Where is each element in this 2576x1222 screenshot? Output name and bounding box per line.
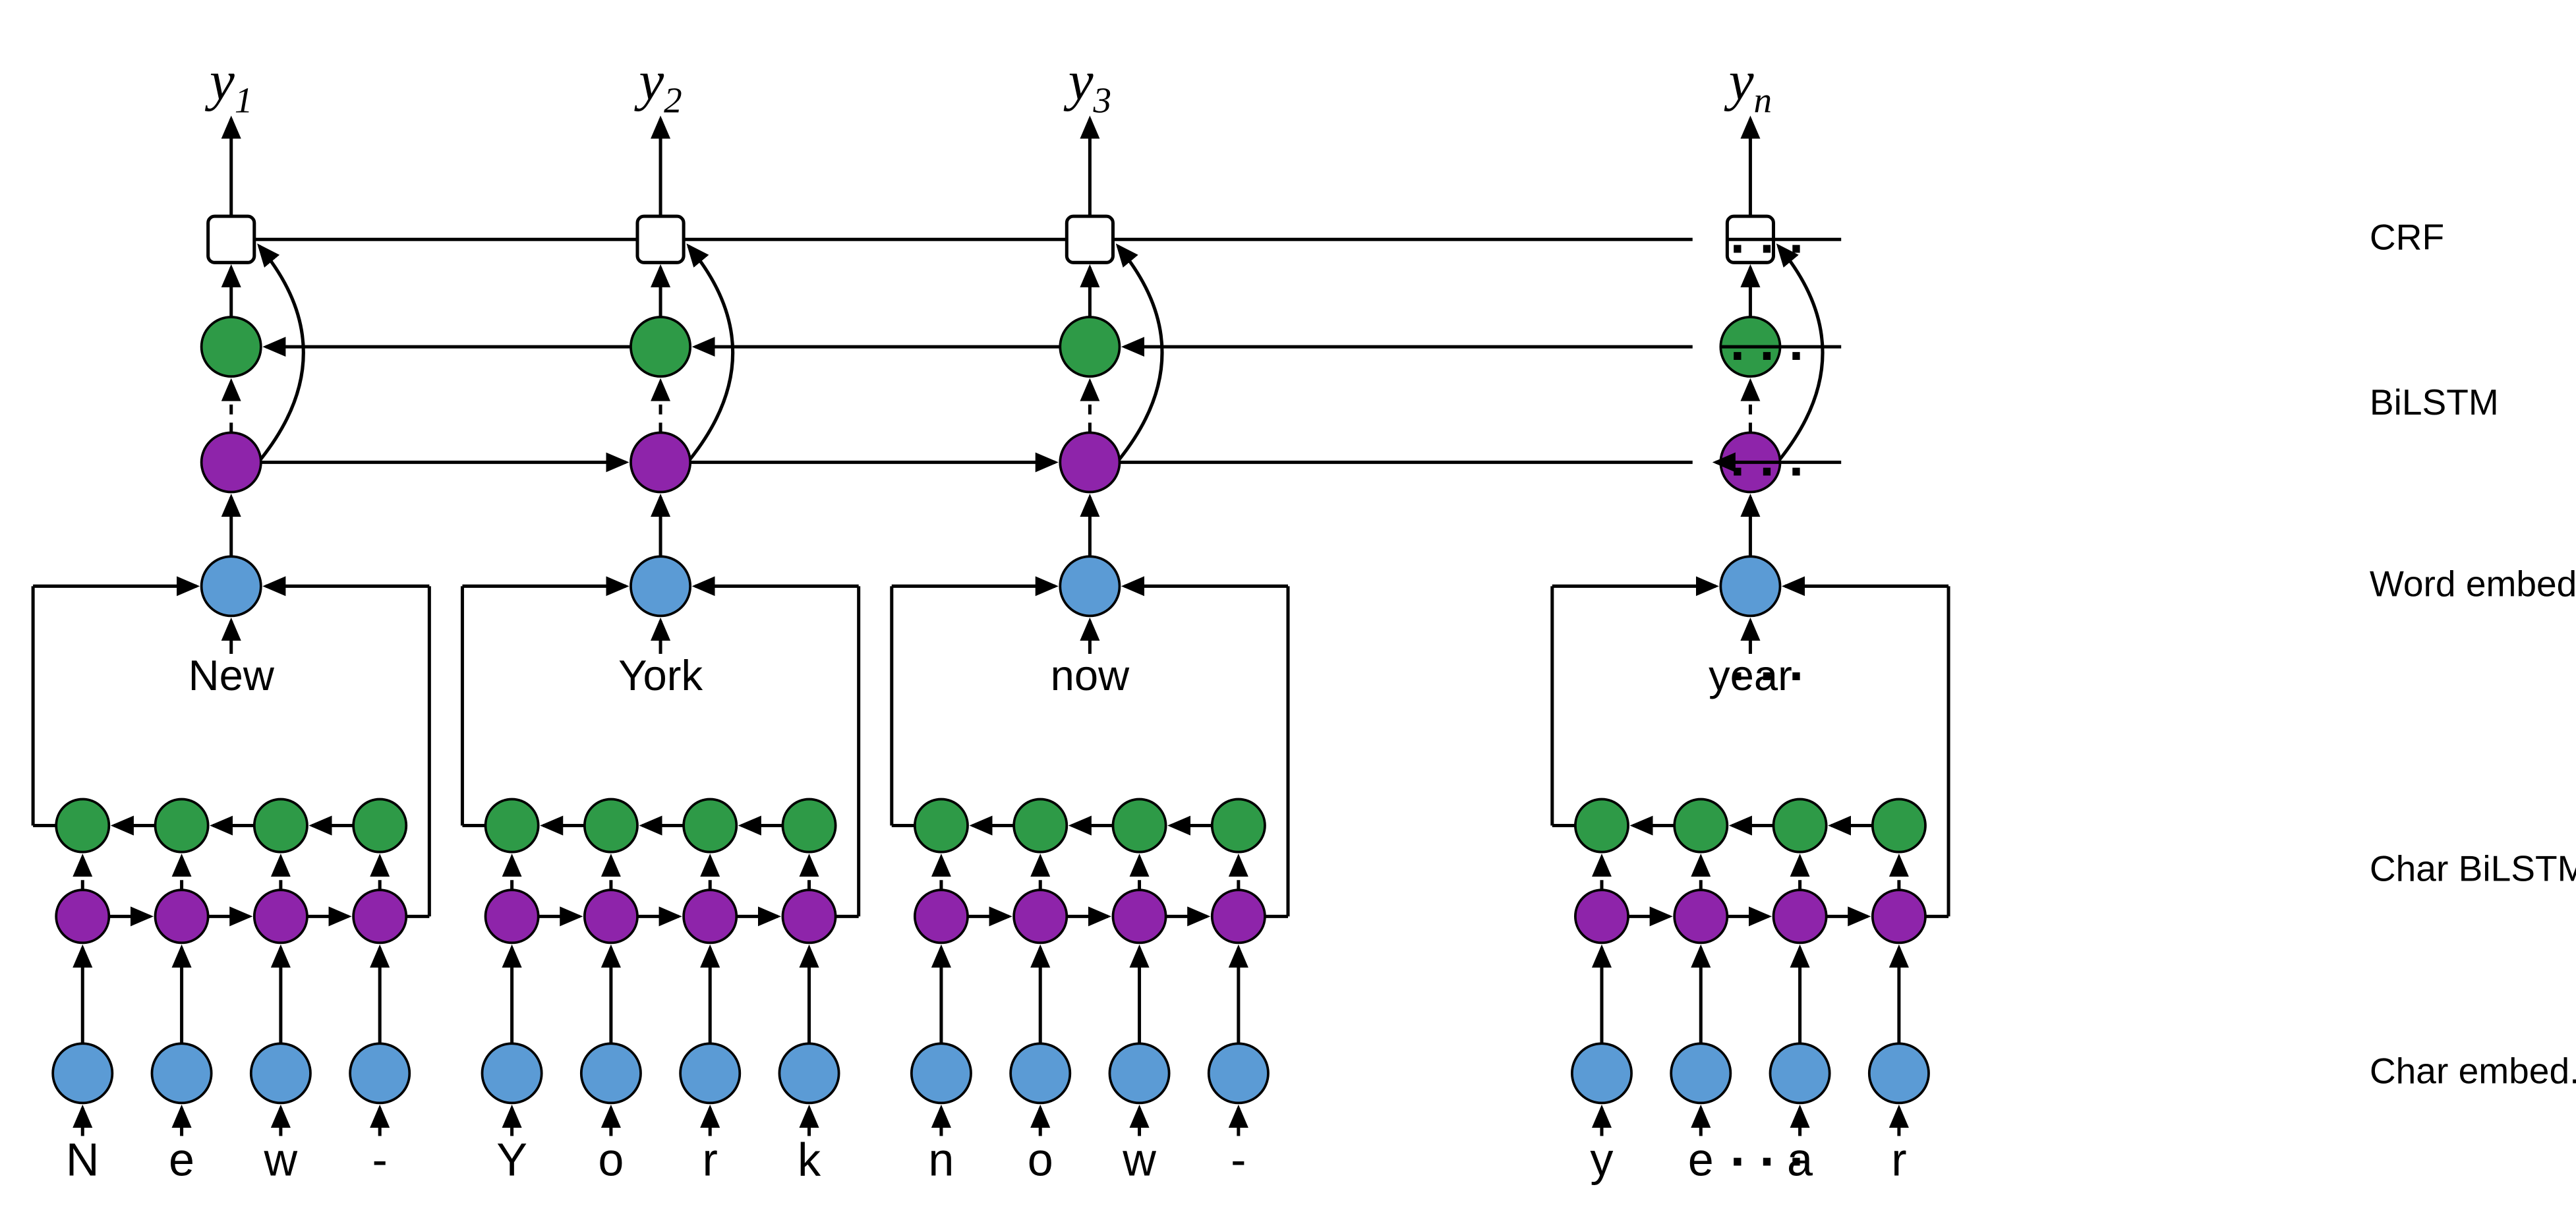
char-embed-node bbox=[1109, 1043, 1169, 1103]
char-fwd-node bbox=[1113, 890, 1165, 943]
char-embed-node bbox=[581, 1043, 641, 1103]
crf-node bbox=[208, 216, 254, 262]
skip-arc bbox=[689, 246, 733, 459]
char-fwd-node bbox=[1774, 890, 1827, 943]
char-fwd-node bbox=[684, 890, 736, 943]
output-label: yn bbox=[1724, 49, 1772, 120]
svg-text:w: w bbox=[264, 1134, 298, 1186]
svg-text:Y: Y bbox=[496, 1134, 527, 1186]
char-bwd-node bbox=[1674, 799, 1727, 852]
char-embed-node bbox=[350, 1043, 409, 1103]
char-embed-node bbox=[1010, 1043, 1070, 1103]
skip-arc bbox=[259, 246, 303, 459]
word-embed-node bbox=[1060, 556, 1119, 616]
char-embed-node bbox=[1770, 1043, 1829, 1103]
char-fwd-node bbox=[1575, 890, 1628, 943]
svg-text:CRF: CRF bbox=[2370, 216, 2444, 257]
char-embed-node bbox=[251, 1043, 310, 1103]
char-fwd-node bbox=[56, 890, 109, 943]
word-fwd-node bbox=[631, 432, 690, 492]
word-fwd-node bbox=[1060, 432, 1119, 492]
word-bwd-node bbox=[202, 317, 261, 376]
char-fwd-node bbox=[782, 890, 835, 943]
svg-text:. . .: . . . bbox=[1730, 1118, 1803, 1177]
crf-node bbox=[1067, 216, 1113, 262]
char-embed-node bbox=[1209, 1043, 1268, 1103]
svg-text:York: York bbox=[618, 651, 703, 699]
svg-text:Char embed.: Char embed. bbox=[2370, 1050, 2576, 1091]
char-bwd-node bbox=[254, 799, 307, 852]
skip-arc bbox=[1118, 246, 1162, 459]
svg-text:. . .: . . . bbox=[1730, 312, 1803, 371]
char-bwd-node bbox=[486, 799, 539, 852]
char-bwd-node bbox=[1014, 799, 1067, 852]
char-bwd-node bbox=[915, 799, 968, 852]
char-bwd-node bbox=[1113, 799, 1165, 852]
svg-text:k: k bbox=[798, 1134, 821, 1186]
svg-text:. . .: . . . bbox=[1730, 204, 1803, 264]
char-bwd-node bbox=[1212, 799, 1265, 852]
char-embed-node bbox=[1572, 1043, 1631, 1103]
char-bwd-node bbox=[585, 799, 637, 852]
char-embed-node bbox=[912, 1043, 971, 1103]
char-bwd-node bbox=[353, 799, 406, 852]
svg-text:N: N bbox=[66, 1134, 100, 1186]
svg-text:Char BiLSTM: Char BiLSTM bbox=[2370, 848, 2576, 888]
output-label: y2 bbox=[633, 49, 682, 120]
svg-text:r: r bbox=[703, 1134, 718, 1186]
word-bwd-node bbox=[1060, 317, 1119, 376]
svg-text:-: - bbox=[1231, 1134, 1246, 1186]
output-label: y3 bbox=[1063, 49, 1111, 120]
char-bwd-node bbox=[1873, 799, 1925, 852]
crf-node bbox=[637, 216, 684, 262]
svg-text:n: n bbox=[928, 1134, 954, 1186]
char-embed-node bbox=[1671, 1043, 1730, 1103]
char-bwd-node bbox=[1575, 799, 1628, 852]
char-embed-node bbox=[680, 1043, 740, 1103]
char-bwd-node bbox=[782, 799, 835, 852]
svg-text:r: r bbox=[1891, 1134, 1906, 1186]
svg-text:. . .: . . . bbox=[1730, 427, 1803, 486]
char-fwd-node bbox=[1014, 890, 1067, 943]
char-bwd-node bbox=[1774, 799, 1827, 852]
char-bwd-node bbox=[155, 799, 208, 852]
char-embed-node bbox=[779, 1043, 838, 1103]
char-embed-node bbox=[152, 1043, 211, 1103]
char-bwd-node bbox=[56, 799, 109, 852]
char-embed-node bbox=[483, 1043, 542, 1103]
char-bwd-node bbox=[684, 799, 736, 852]
svg-text:BiLSTM: BiLSTM bbox=[2370, 382, 2499, 422]
char-fwd-node bbox=[585, 890, 637, 943]
word-embed-node bbox=[202, 556, 261, 616]
output-label: y1 bbox=[204, 49, 252, 120]
svg-text:y: y bbox=[1590, 1134, 1613, 1186]
char-fwd-node bbox=[1212, 890, 1265, 943]
word-embed-node bbox=[1720, 556, 1780, 616]
char-fwd-node bbox=[254, 890, 307, 943]
svg-text:. . .: . . . bbox=[1730, 632, 1803, 691]
svg-text:New: New bbox=[189, 651, 275, 699]
char-fwd-node bbox=[915, 890, 968, 943]
svg-text:o: o bbox=[1028, 1134, 1053, 1186]
svg-text:now: now bbox=[1051, 651, 1130, 699]
word-bwd-node bbox=[631, 317, 690, 376]
svg-text:e: e bbox=[1688, 1134, 1714, 1186]
char-fwd-node bbox=[1674, 890, 1727, 943]
svg-text:o: o bbox=[598, 1134, 624, 1186]
char-fwd-node bbox=[353, 890, 406, 943]
char-fwd-node bbox=[486, 890, 539, 943]
svg-text:-: - bbox=[372, 1134, 388, 1186]
bilstm-crf-diagram: New-NewYorkYorknow-nowyearyear. . .. . .… bbox=[0, 0, 2576, 1222]
char-fwd-node bbox=[1873, 890, 1925, 943]
svg-text:Word embed.: Word embed. bbox=[2370, 563, 2576, 604]
svg-text:w: w bbox=[1122, 1134, 1156, 1186]
char-embed-node bbox=[53, 1043, 112, 1103]
char-fwd-node bbox=[155, 890, 208, 943]
word-embed-node bbox=[631, 556, 690, 616]
char-embed-node bbox=[1869, 1043, 1929, 1103]
svg-text:e: e bbox=[169, 1134, 194, 1186]
word-fwd-node bbox=[202, 432, 261, 492]
